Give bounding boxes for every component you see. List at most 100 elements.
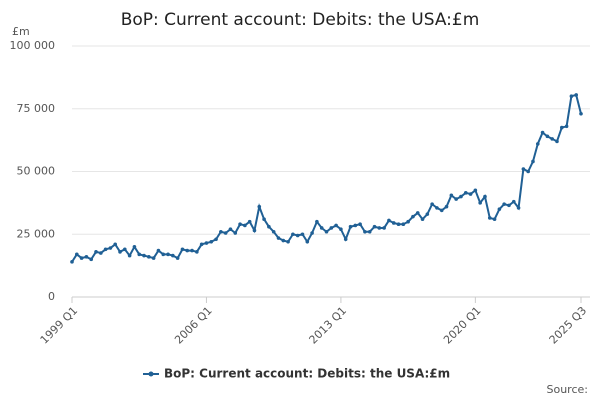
source: Source: [547, 383, 589, 396]
point [487, 216, 492, 220]
point [137, 252, 142, 257]
point [142, 253, 146, 258]
point [310, 231, 314, 235]
point [84, 255, 89, 259]
point [219, 229, 223, 234]
point [435, 206, 439, 210]
point [425, 212, 430, 216]
point [358, 222, 362, 227]
point [492, 217, 497, 221]
point [171, 253, 175, 258]
point [127, 253, 132, 258]
point [300, 232, 305, 237]
legend-marker [148, 371, 154, 377]
point [439, 208, 444, 213]
point [75, 252, 79, 257]
point [276, 236, 281, 240]
point [406, 219, 410, 224]
y-tick-label: 0 [48, 290, 55, 303]
point [564, 124, 569, 129]
point [444, 204, 449, 209]
point [430, 202, 434, 206]
point [108, 246, 113, 250]
point [555, 139, 559, 144]
point [449, 193, 454, 198]
x-tick-label: 2025 Q3 [547, 304, 590, 347]
point [151, 256, 156, 260]
point [89, 257, 94, 262]
legend-label: BoP: Current account: Debits: the USA:£m [164, 367, 450, 381]
point [79, 256, 84, 260]
x-tick-label: 2013 Q1 [307, 304, 350, 347]
point [214, 237, 218, 242]
point [363, 229, 367, 234]
x-tick-label: 2020 Q1 [441, 304, 484, 347]
point [454, 197, 458, 201]
y-tick-label: 25 000 [17, 227, 56, 240]
point [497, 207, 502, 211]
point [377, 226, 382, 230]
point [190, 248, 194, 253]
y-tick-label: 100 000 [10, 39, 56, 52]
point [550, 137, 554, 141]
point [315, 219, 319, 224]
point [521, 167, 526, 171]
point [324, 229, 329, 234]
point [267, 224, 271, 229]
point [415, 211, 420, 215]
point [382, 226, 386, 230]
point [353, 223, 358, 228]
point [559, 125, 564, 130]
x-tick-label: 1999 Q1 [38, 304, 81, 347]
point [459, 194, 463, 199]
point [511, 199, 516, 204]
point [420, 217, 425, 221]
point [516, 206, 521, 210]
y-tick-label: 50 000 [17, 165, 56, 178]
point [291, 232, 295, 237]
point [247, 219, 252, 224]
point [329, 226, 334, 230]
point [185, 248, 190, 253]
point [502, 202, 506, 206]
point [468, 192, 473, 196]
point [271, 229, 276, 234]
point [103, 247, 108, 252]
point [535, 142, 540, 146]
y-axis-label: £m [12, 25, 30, 38]
point [243, 223, 247, 228]
point [209, 239, 214, 244]
point [411, 214, 415, 219]
point [473, 188, 478, 193]
line [71, 93, 582, 263]
point [223, 231, 228, 235]
point [180, 247, 185, 252]
point [401, 222, 406, 227]
y-tick-label: 75 000 [17, 102, 56, 115]
point [147, 255, 151, 259]
point [233, 231, 238, 235]
point [195, 250, 199, 254]
point [113, 242, 118, 247]
point [204, 241, 209, 245]
point [99, 251, 103, 255]
point [295, 233, 300, 238]
point [569, 94, 574, 98]
point [305, 239, 310, 244]
point [286, 239, 290, 244]
point [391, 221, 396, 225]
point [396, 222, 401, 227]
point [545, 134, 550, 139]
point [348, 224, 353, 229]
point [70, 260, 74, 264]
point [123, 247, 127, 252]
point [483, 194, 487, 199]
point [540, 130, 545, 135]
point [228, 227, 233, 232]
x-tick-label: 2006 Q1 [172, 304, 215, 347]
point [319, 226, 324, 230]
point [372, 224, 377, 229]
point [257, 204, 262, 209]
point [478, 201, 482, 205]
